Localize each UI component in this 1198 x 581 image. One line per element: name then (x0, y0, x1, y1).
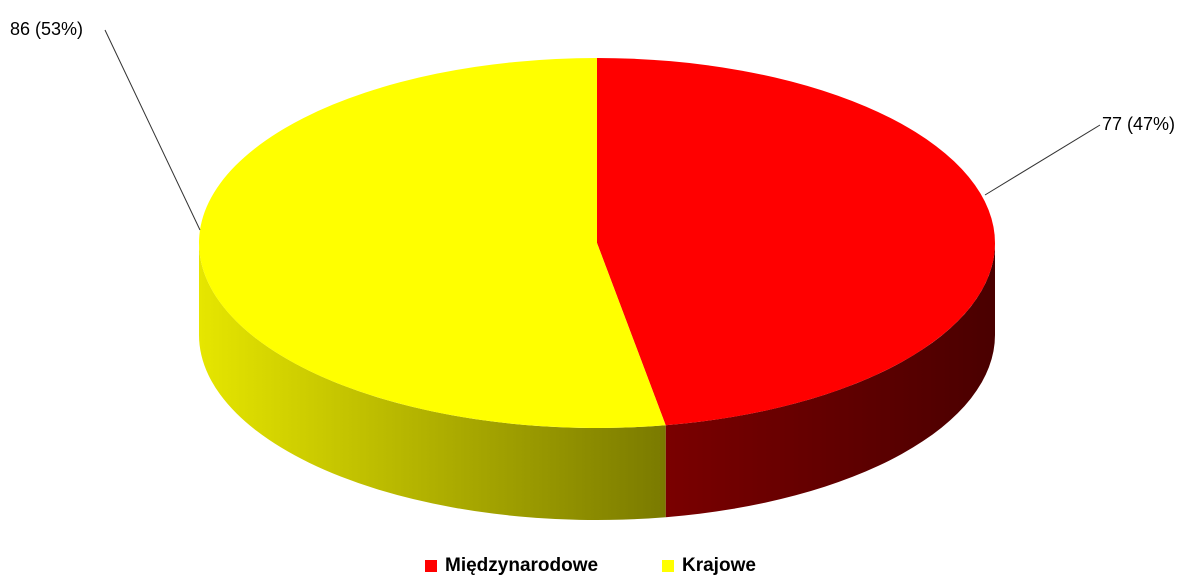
data-label: 77 (47%) (1102, 114, 1175, 134)
legend-swatch (662, 560, 674, 572)
leader-line (984, 124, 1101, 196)
legend-swatch (425, 560, 437, 572)
slice (597, 58, 996, 426)
slice-side (199, 243, 666, 521)
slice-side (665, 243, 995, 518)
leader-line (104, 29, 201, 231)
legend-label: Krajowe (682, 555, 756, 576)
legend-label: Międzynarodowe (445, 555, 598, 576)
slice (199, 58, 666, 428)
data-label: 86 (53%) (10, 19, 83, 39)
